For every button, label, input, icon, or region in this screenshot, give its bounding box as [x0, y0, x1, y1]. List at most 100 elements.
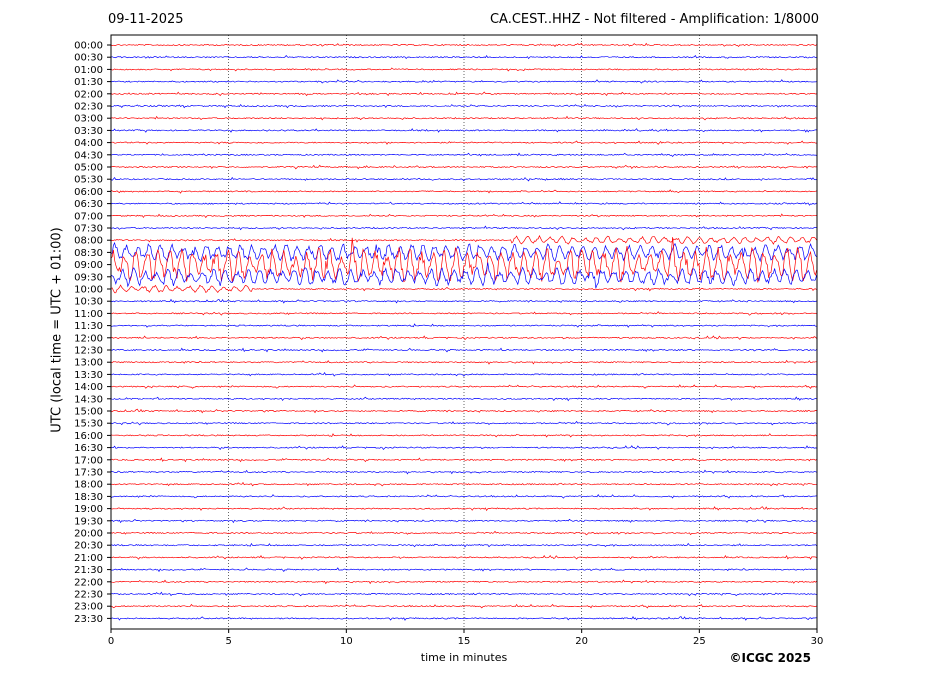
trace-0900: [110, 237, 817, 283]
y-tick-label: 14:30: [74, 394, 103, 405]
x-tick-label: 10: [340, 636, 353, 647]
y-tick-label: 08:00: [74, 236, 103, 247]
trace-1530: [110, 420, 817, 426]
y-tick-label: 09:30: [74, 272, 103, 283]
y-tick-label: 02:30: [74, 102, 103, 113]
trace-0530: [110, 176, 817, 182]
trace-1230: [110, 347, 817, 353]
trace-1900: [110, 506, 817, 512]
x-tick-label: 25: [693, 636, 706, 647]
trace-2300: [110, 603, 817, 609]
trace-1030: [110, 298, 817, 304]
trace-1700: [110, 457, 817, 463]
y-tick-label: 20:30: [74, 541, 103, 552]
trace-0300: [110, 115, 817, 121]
y-tick-label: 18:30: [74, 492, 103, 503]
y-tick-label: 10:30: [74, 297, 103, 308]
x-tick-label: 15: [458, 636, 471, 647]
y-tick-label: 00:00: [74, 41, 103, 52]
y-tick-label: 21:00: [74, 553, 103, 564]
trace-1400: [110, 384, 817, 389]
trace-0330: [110, 128, 817, 133]
y-tick-label: 22:00: [74, 577, 103, 588]
trace-0700: [110, 213, 817, 219]
trace-1130: [110, 323, 817, 328]
y-tick-label: 23:30: [74, 614, 103, 625]
y-tick-label: 00:30: [74, 53, 103, 64]
grid-lines: [228, 35, 700, 629]
y-tick-label: 05:00: [74, 163, 103, 174]
y-tick-label: 13:00: [74, 358, 103, 369]
trace-0800: [110, 234, 817, 245]
trace-0130: [110, 79, 817, 84]
y-tick-label: 07:00: [74, 211, 103, 222]
y-tick-label: 15:30: [74, 419, 103, 430]
y-tick-label: 10:00: [74, 285, 103, 296]
trace-0030: [110, 54, 817, 60]
y-tick-label: 18:00: [74, 480, 103, 491]
trace-2030: [110, 542, 817, 548]
y-tick-label: 17:00: [74, 455, 103, 466]
trace-1100: [110, 311, 817, 316]
x-tick-label: 0: [108, 636, 114, 647]
trace-1200: [110, 335, 817, 341]
y-axis-label: UTC (local time = UTC + 01:00): [49, 227, 65, 433]
y-tick-label: 19:30: [74, 516, 103, 527]
x-tick-label: 20: [575, 636, 588, 647]
y-tick-label: 11:00: [74, 309, 103, 320]
y-tick-label: 02:00: [74, 89, 103, 100]
plot-frame: [110, 34, 818, 630]
trace-1830: [110, 494, 817, 499]
trace-2100: [110, 554, 817, 560]
y-tick-label: 21:30: [74, 565, 103, 576]
trace-0830: [110, 241, 817, 263]
y-tick-label: 20:00: [74, 529, 103, 540]
trace-1630: [110, 445, 817, 450]
trace-0230: [110, 103, 817, 109]
y-tick-label: 05:30: [74, 175, 103, 186]
y-tick-label: 08:30: [74, 248, 103, 259]
x-axis-label: time in minutes: [420, 651, 508, 664]
copyright-text: ©ICGC 2025: [729, 651, 811, 665]
trace-2130: [110, 567, 817, 573]
seismic-traces: [110, 42, 817, 621]
y-tick-label: 16:30: [74, 443, 103, 454]
trace-1500: [110, 408, 817, 414]
y-tick-label: 01:00: [74, 65, 103, 76]
trace-0600: [110, 189, 817, 194]
y-tick-label: 06:30: [74, 199, 103, 210]
trace-2230: [110, 591, 817, 597]
y-tick-label: 19:00: [74, 504, 103, 515]
trace-2000: [110, 530, 817, 536]
y-tick-label: 17:30: [74, 468, 103, 479]
trace-1000: [110, 284, 817, 294]
trace-0730: [110, 225, 817, 231]
y-tick-label: 22:30: [74, 590, 103, 601]
y-tick-label: 12:00: [74, 333, 103, 344]
trace-1930: [110, 518, 817, 524]
y-tick-label: 07:30: [74, 224, 103, 235]
trace-0000: [110, 42, 817, 48]
y-tick-label: 23:00: [74, 602, 103, 613]
trace-0500: [110, 164, 817, 170]
y-tick-label: 06:00: [74, 187, 103, 198]
y-tick-label: 03:00: [74, 114, 103, 125]
trace-2200: [110, 579, 817, 585]
x-tick-label: 30: [811, 636, 824, 647]
y-tick-label: 01:30: [74, 77, 103, 88]
y-tick-label: 14:00: [74, 382, 103, 393]
trace-0630: [110, 201, 817, 206]
trace-1600: [110, 433, 817, 438]
trace-1430: [110, 396, 817, 402]
y-tick-label: 12:30: [74, 346, 103, 357]
y-tick-label: 09:00: [74, 260, 103, 271]
chart-title: CA.CEST..HHZ - Not filtered - Amplificat…: [489, 12, 819, 27]
trace-1800: [110, 481, 817, 487]
trace-0400: [110, 140, 817, 145]
trace-0200: [110, 91, 817, 97]
y-tick-label: 04:00: [74, 138, 103, 149]
trace-2330: [110, 615, 817, 621]
y-tick-label: 03:30: [74, 126, 103, 137]
